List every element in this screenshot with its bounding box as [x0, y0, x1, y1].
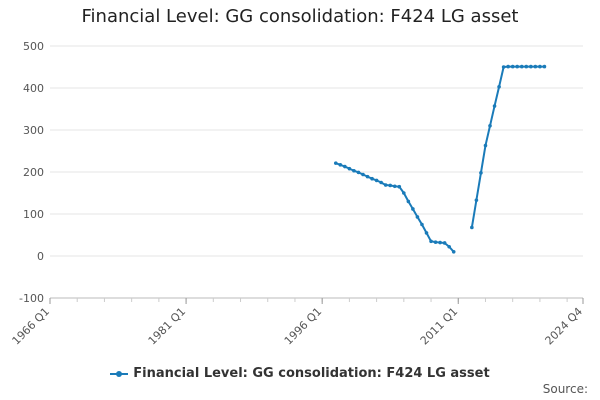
- chart-title: Financial Level: GG consolidation: F424 …: [81, 6, 519, 27]
- legend[interactable]: Financial Level: GG consolidation: F424 …: [0, 366, 600, 381]
- data-point[interactable]: [347, 166, 352, 171]
- data-point[interactable]: [519, 64, 524, 69]
- data-point[interactable]: [370, 176, 374, 181]
- series-line: [335, 162, 455, 253]
- data-point[interactable]: [397, 184, 402, 189]
- x-tick-label: 1996 Q1: [282, 305, 325, 348]
- data-point[interactable]: [424, 231, 429, 235]
- x-tick-label: 2024 Q4: [543, 305, 586, 348]
- data-point[interactable]: [510, 64, 515, 69]
- data-point[interactable]: [479, 171, 483, 175]
- data-point[interactable]: [429, 239, 433, 244]
- data-point[interactable]: [352, 168, 356, 173]
- y-tick-label: 500: [23, 40, 44, 53]
- data-point[interactable]: [524, 64, 529, 69]
- data-point[interactable]: [374, 178, 379, 183]
- data-point[interactable]: [470, 225, 474, 230]
- data-point[interactable]: [388, 183, 393, 188]
- series-line: [470, 65, 545, 228]
- data-point[interactable]: [451, 250, 456, 254]
- data-point[interactable]: [483, 143, 488, 148]
- data-point[interactable]: [533, 64, 538, 69]
- data-point[interactable]: [515, 64, 520, 69]
- y-tick-label: 200: [23, 166, 44, 179]
- data-point[interactable]: [356, 170, 361, 175]
- data-point[interactable]: [411, 207, 415, 211]
- y-tick-label: 400: [23, 82, 44, 95]
- data-point[interactable]: [529, 64, 533, 69]
- data-point[interactable]: [379, 180, 383, 185]
- x-tick-label: 2011 Q1: [418, 305, 461, 348]
- source-label: Source:: [542, 382, 588, 396]
- data-point[interactable]: [538, 64, 542, 69]
- data-point[interactable]: [365, 174, 370, 179]
- data-point[interactable]: [438, 240, 442, 245]
- data-point[interactable]: [343, 164, 347, 169]
- data-point[interactable]: [474, 198, 479, 202]
- x-tick-label: 1981 Q1: [146, 305, 189, 348]
- x-tick-label: 1966 Q1: [10, 305, 53, 348]
- data-point[interactable]: [420, 222, 424, 227]
- data-point[interactable]: [506, 64, 510, 69]
- data-point[interactable]: [333, 161, 338, 165]
- data-point[interactable]: [542, 64, 547, 69]
- data-point[interactable]: [488, 124, 492, 128]
- y-tick-label: -100: [19, 292, 44, 305]
- data-point[interactable]: [492, 104, 497, 108]
- data-point[interactable]: [415, 215, 420, 219]
- y-tick-label: 300: [23, 124, 44, 137]
- data-point[interactable]: [406, 199, 411, 204]
- data-point[interactable]: [338, 163, 343, 167]
- data-point[interactable]: [402, 191, 406, 195]
- legend-swatch-icon: [110, 370, 129, 377]
- data-point[interactable]: [497, 84, 501, 89]
- data-point[interactable]: [392, 184, 397, 189]
- data-point[interactable]: [383, 183, 388, 187]
- gridlines: [50, 45, 583, 299]
- y-tick-label: 100: [23, 208, 44, 221]
- data-point[interactable]: [361, 172, 365, 177]
- data-point[interactable]: [501, 65, 506, 69]
- series-layer: [333, 64, 547, 254]
- legend-label: Financial Level: GG consolidation: F424 …: [133, 366, 490, 381]
- data-point[interactable]: [442, 241, 447, 245]
- data-point[interactable]: [433, 240, 438, 244]
- data-point[interactable]: [447, 244, 451, 249]
- y-tick-label: 0: [37, 250, 44, 263]
